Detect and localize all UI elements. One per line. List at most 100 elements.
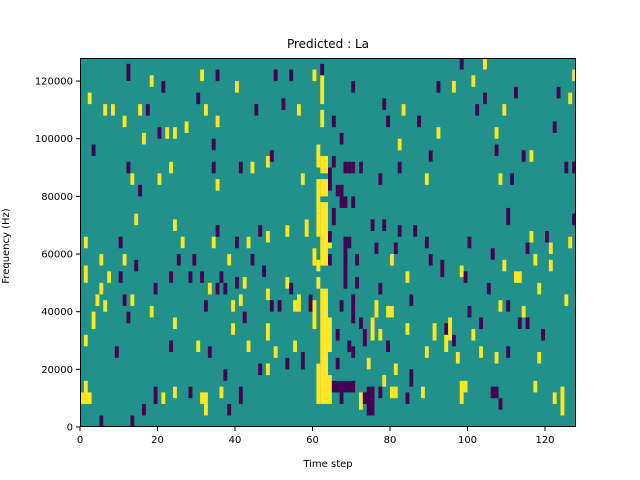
heatmap-cell	[455, 352, 460, 364]
heatmap-cell	[83, 380, 88, 393]
heatmap-cell	[537, 282, 542, 295]
heatmap-cell	[300, 352, 305, 370]
y-tick-label: 100000	[35, 134, 73, 145]
x-axis-ticks: 0 20 40 60 80 100 120	[77, 427, 555, 446]
x-axis-label: Time step	[302, 459, 352, 470]
heatmap-cell	[266, 323, 270, 341]
heatmap-cell	[463, 271, 468, 283]
heatmap-cell	[285, 225, 290, 237]
heatmap-cell	[200, 271, 205, 283]
heatmap-cell	[80, 392, 92, 404]
heatmap-cell	[134, 213, 139, 226]
heatmap-cell	[397, 138, 402, 151]
heatmap-cell	[351, 294, 356, 324]
heatmap-cell	[502, 259, 507, 272]
heatmap-cell	[184, 121, 189, 133]
heatmap-cell	[393, 242, 398, 255]
heatmap-cell	[490, 248, 495, 260]
x-tick-label: 0	[77, 435, 83, 446]
x-tick-label: 80	[384, 435, 397, 446]
heatmap-cell	[196, 92, 201, 105]
heatmap-cell	[308, 294, 313, 312]
heatmap-cell	[173, 317, 177, 329]
heatmap-cell	[552, 392, 557, 404]
heatmap-cell	[529, 230, 534, 243]
heatmap-cell	[475, 104, 480, 116]
heatmap-cell	[165, 127, 170, 139]
heatmap-cell	[409, 294, 414, 306]
heatmap-cell	[514, 271, 522, 283]
heatmap-cell	[273, 346, 278, 358]
heatmap-cell	[304, 219, 309, 237]
heatmap-cell	[250, 161, 255, 174]
heatmap-cell	[498, 173, 503, 185]
heatmap-cell	[320, 63, 325, 76]
heatmap-cell	[204, 104, 208, 116]
heatmap-cell	[320, 179, 328, 197]
y-axis-label: Frequency (Hz)	[1, 208, 12, 284]
heatmap-cell	[180, 236, 185, 249]
heatmap-cell	[347, 161, 352, 174]
heatmap-cell	[122, 115, 127, 128]
heatmap-cell	[343, 380, 348, 393]
heatmap-cell	[142, 132, 146, 145]
heatmap-cell	[192, 254, 197, 266]
heatmap-cell	[417, 115, 422, 128]
x-tick-label: 40	[229, 435, 242, 446]
heatmap-cell	[269, 300, 274, 312]
axes-frame	[80, 58, 576, 427]
heatmap-cell	[219, 386, 224, 399]
heatmap-cell	[366, 386, 375, 416]
heatmap-cell	[91, 311, 96, 329]
heatmap-cell	[246, 340, 251, 353]
heatmap-cell	[331, 207, 336, 226]
heatmap-cell	[548, 259, 553, 272]
heatmap-cell	[235, 236, 239, 249]
heatmap-cell	[320, 202, 328, 266]
heatmap-cell	[227, 403, 232, 416]
heatmap-cell	[362, 328, 367, 347]
heatmap-cell	[359, 317, 363, 329]
heatmap-cell	[153, 282, 158, 295]
heatmap-cell	[343, 236, 348, 266]
heatmap-cell	[103, 104, 108, 116]
heatmap-cell	[145, 104, 150, 116]
heatmap-cell	[382, 98, 387, 110]
heatmap-cell	[548, 242, 553, 255]
heatmap-cell	[339, 184, 344, 208]
heatmap-cell	[130, 173, 135, 185]
heatmap-cell	[118, 236, 123, 249]
heatmap-cell	[316, 144, 321, 168]
heatmap-cell	[339, 380, 344, 404]
heatmap-cell	[572, 161, 577, 174]
heatmap-cell	[351, 161, 356, 174]
heatmap-cell	[432, 323, 437, 341]
heatmap-cell	[452, 81, 456, 93]
plot-area	[80, 58, 577, 427]
heatmap-cell	[506, 300, 511, 312]
heatmap-cell	[207, 282, 212, 295]
y-tick-label: 40000	[41, 307, 73, 318]
heatmap-cell	[533, 380, 538, 393]
heatmap-cell	[440, 259, 445, 278]
heatmap-cell	[176, 254, 181, 266]
heatmap-cell	[258, 363, 263, 376]
heatmap-cell	[467, 305, 472, 318]
heatmap-cell	[316, 259, 321, 272]
heatmap-cell	[405, 323, 410, 335]
heatmap-cell	[490, 386, 499, 399]
heatmap-cell	[316, 277, 321, 289]
heatmap-cell	[444, 334, 449, 353]
heatmap-cell	[378, 386, 383, 399]
heatmap-cell	[359, 161, 363, 174]
heatmap-cell	[386, 115, 391, 128]
heatmap-cell	[347, 236, 352, 249]
heatmap-cell	[331, 156, 336, 168]
heatmap-cell	[328, 317, 332, 353]
heatmap-cell	[502, 104, 507, 116]
heatmap-cell	[266, 363, 270, 376]
heatmap-cell	[339, 132, 344, 145]
heatmap-cell	[231, 300, 236, 312]
heatmap-cell	[238, 161, 243, 174]
heatmap-cell	[126, 63, 131, 82]
